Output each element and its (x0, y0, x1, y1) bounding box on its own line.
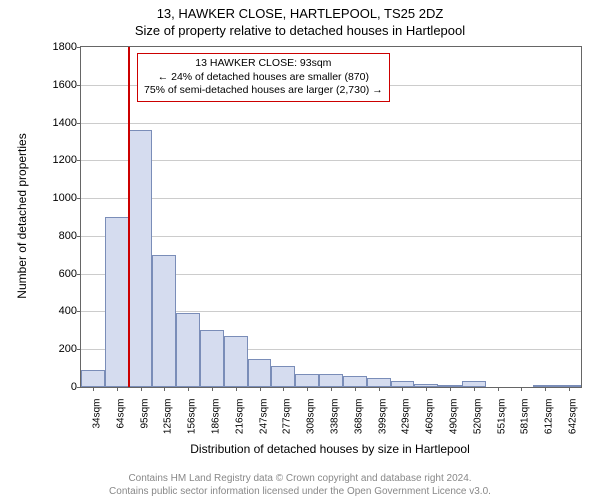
xtick-mark (93, 387, 94, 391)
xtick-mark (260, 387, 261, 391)
histogram-bar (152, 255, 176, 387)
ytick-mark (77, 47, 81, 48)
footer-line2: Contains public sector information licen… (0, 485, 600, 498)
histogram-bar (176, 313, 200, 387)
xtick-mark (188, 387, 189, 391)
xtick-mark (402, 387, 403, 391)
xtick-mark (450, 387, 451, 391)
gridline (81, 160, 581, 161)
xtick-label: 95sqm (139, 399, 150, 429)
ytick-label: 1800 (53, 41, 77, 53)
ytick-mark (77, 387, 81, 388)
xtick-label: 338sqm (330, 399, 341, 435)
xtick-mark (569, 387, 570, 391)
chart-title-line1: 13, HAWKER CLOSE, HARTLEPOOL, TS25 2DZ (0, 0, 600, 21)
histogram-bar (105, 217, 129, 387)
histogram-bar (343, 376, 367, 387)
histogram-bar (319, 374, 343, 387)
chart-title-line2: Size of property relative to detached ho… (0, 21, 600, 38)
xtick-mark (355, 387, 356, 391)
xtick-mark (426, 387, 427, 391)
footer-line1: Contains HM Land Registry data © Crown c… (0, 472, 600, 485)
gridline (81, 198, 581, 199)
xtick-label: 308sqm (306, 399, 317, 435)
histogram-bar (295, 374, 319, 387)
ytick-mark (77, 123, 81, 124)
xtick-label: 581sqm (520, 399, 531, 435)
xtick-mark (283, 387, 284, 391)
xtick-label: 551sqm (496, 399, 507, 435)
y-axis-label: Number of detached properties (15, 133, 29, 298)
xtick-mark (212, 387, 213, 391)
xtick-label: 125sqm (163, 399, 174, 435)
ytick-mark (77, 85, 81, 86)
xtick-label: 460sqm (425, 399, 436, 435)
xtick-label: 277sqm (282, 399, 293, 435)
xtick-label: 186sqm (210, 399, 221, 435)
histogram-bar (367, 378, 391, 387)
ytick-mark (77, 349, 81, 350)
footer-attribution: Contains HM Land Registry data © Crown c… (0, 472, 600, 498)
ytick-label: 1200 (53, 154, 77, 166)
ytick-label: 1000 (53, 192, 77, 204)
xtick-label: 64sqm (115, 399, 126, 429)
xtick-label: 216sqm (234, 399, 245, 435)
histogram-bar (248, 359, 272, 387)
ytick-label: 400 (59, 305, 77, 317)
xtick-label: 399sqm (377, 399, 388, 435)
annotation-line: ← 24% of detached houses are smaller (87… (144, 71, 383, 85)
xtick-label: 156sqm (187, 399, 198, 435)
histogram-bar (224, 336, 248, 387)
ytick-label: 1600 (53, 79, 77, 91)
xtick-mark (236, 387, 237, 391)
ytick-mark (77, 160, 81, 161)
xtick-mark (379, 387, 380, 391)
ytick-mark (77, 274, 81, 275)
ytick-mark (77, 311, 81, 312)
ytick-label: 0 (71, 381, 77, 393)
property-annotation-box: 13 HAWKER CLOSE: 93sqm← 24% of detached … (137, 53, 390, 102)
ytick-mark (77, 198, 81, 199)
xtick-label: 368sqm (353, 399, 364, 435)
xtick-label: 612sqm (544, 399, 555, 435)
histogram-bar (200, 330, 224, 387)
ytick-label: 800 (59, 230, 77, 242)
xtick-label: 642sqm (568, 399, 579, 435)
annotation-line: 75% of semi-detached houses are larger (… (144, 84, 383, 98)
x-axis-label: Distribution of detached houses by size … (80, 442, 580, 456)
xtick-mark (117, 387, 118, 391)
histogram-plot-area: 02004006008001000120014001600180034sqm64… (80, 46, 582, 388)
xtick-mark (331, 387, 332, 391)
histogram-bar (271, 366, 295, 387)
xtick-mark (307, 387, 308, 391)
xtick-mark (141, 387, 142, 391)
ytick-label: 200 (59, 343, 77, 355)
histogram-bar (81, 370, 105, 387)
histogram-bar (129, 130, 153, 387)
xtick-mark (164, 387, 165, 391)
ytick-label: 1400 (53, 117, 77, 129)
xtick-label: 247sqm (258, 399, 269, 435)
xtick-mark (545, 387, 546, 391)
annotation-line: 13 HAWKER CLOSE: 93sqm (144, 57, 383, 71)
gridline (81, 123, 581, 124)
xtick-label: 490sqm (449, 399, 460, 435)
gridline (81, 236, 581, 237)
xtick-mark (474, 387, 475, 391)
xtick-mark (498, 387, 499, 391)
ytick-label: 600 (59, 268, 77, 280)
xtick-label: 34sqm (91, 399, 102, 429)
xtick-label: 429sqm (401, 399, 412, 435)
xtick-mark (521, 387, 522, 391)
xtick-label: 520sqm (472, 399, 483, 435)
ytick-mark (77, 236, 81, 237)
property-marker-line (128, 47, 130, 387)
